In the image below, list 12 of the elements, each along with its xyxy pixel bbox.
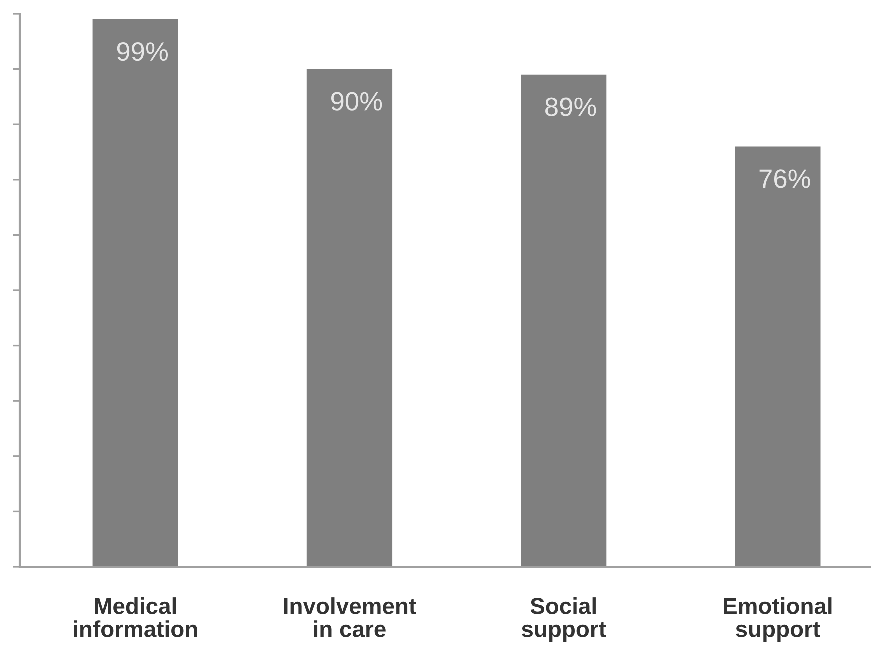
data-label: 76% [760,170,810,188]
data-label: 89% [546,98,596,116]
x-tick-label: Involvement in care [284,598,416,638]
data-label: 99% [117,42,168,62]
x-tick-label: Emotional support [724,598,832,642]
x-tick-label: Medical information [74,598,198,638]
bar [521,74,607,567]
bar [92,20,178,567]
bar [735,146,821,567]
x-tick-label: Social support [522,598,606,642]
bar [306,69,393,567]
data-label: 90% [331,92,382,111]
